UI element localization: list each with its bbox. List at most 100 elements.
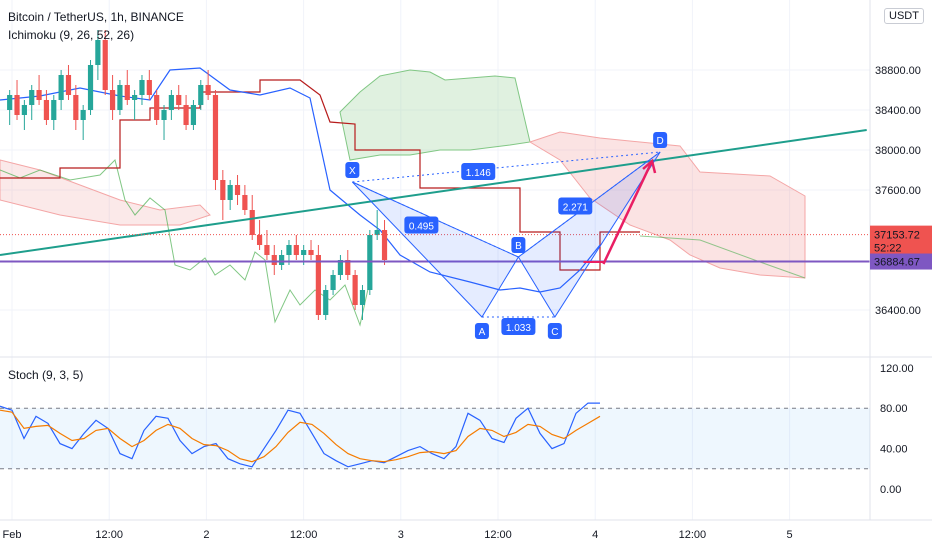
candle-body [249,210,255,235]
pattern-point-label: B [515,241,522,252]
chikou-span [0,159,371,327]
pattern-ratio-badge [501,318,536,335]
candle-body [279,255,285,265]
candle-body [7,95,13,110]
candle-body [227,185,233,200]
candle-body [36,90,42,100]
candle-body [132,95,138,100]
candle-body [176,95,182,105]
pattern-point-badge [474,323,489,339]
candle-body [205,85,211,95]
candle-body [14,95,20,115]
level-price-text: 36884.67 [874,257,920,269]
price-tick-label: 38400.00 [875,105,921,117]
price-tick-label: 38800.00 [875,65,921,77]
pattern-ratio-label: 1.033 [506,323,531,334]
time-tick-label: 4 [592,529,598,541]
candle-body [65,75,72,95]
pattern-ratio-label: 0.495 [409,222,434,233]
pattern-point-label: A [479,327,486,338]
stoch-d-line [0,409,601,463]
price-axis[interactable]: 38800.00 38400.00 38000.00 37600.00 36400.00 [875,65,921,317]
projection-arrow-shaft [602,160,654,265]
pattern-point-badge [345,162,360,178]
candle-body [286,245,292,255]
candles-group [7,30,388,320]
drawings-group [0,129,870,263]
candle-body [43,100,50,120]
price-tick-label: 38000.00 [875,145,921,157]
price-tick-label: 36400.00 [875,305,921,317]
candle-body [73,95,79,120]
candle-body [242,195,248,210]
candle-body [139,80,145,95]
candle-body [345,260,351,275]
candle-body [80,110,86,120]
stoch-tick-label: 120.00 [880,363,914,375]
candle-body [220,180,226,200]
candle-body [374,230,380,235]
stoch-tick-label: 80.00 [880,403,908,415]
stoch-k-line [0,402,600,468]
grid-lines [0,0,870,520]
candle-body [198,85,204,105]
candle-body [293,245,299,255]
candle-body [352,275,358,305]
candle-body [315,255,321,315]
candle-body [234,185,241,195]
candle-body [87,65,94,110]
candle-body [330,275,336,290]
candle-body [264,245,270,255]
time-axis[interactable]: Feb 12:00 2 12:00 3 12:00 4 12:00 5 [3,529,793,541]
stoch-tick-label: 0.00 [880,484,901,496]
stoch-legend[interactable]: Stoch (9, 3, 5) [8,368,84,382]
kumo-cloud-red-left [0,159,211,226]
stoch-tick-label: 40.00 [880,444,908,456]
currency-button[interactable]: USDT [884,8,924,24]
time-tick-label: 5 [787,529,793,541]
pattern-ratio-label: 2.271 [563,203,588,214]
candle-body [146,80,152,95]
candle-body [301,250,307,255]
candle-body [308,250,314,255]
candle-body [168,95,174,110]
kumo-cloud-green [339,69,531,161]
candle-body [51,100,57,120]
time-tick-label: 12:00 [95,529,123,541]
stoch-axis[interactable]: 120.00 80.00 40.00 0.00 [880,363,914,496]
pattern-ratio-badge [558,197,593,215]
candle-body [337,260,344,275]
candle-body [102,40,108,90]
tenkan-line [0,67,601,293]
pattern-point-badge [653,132,668,148]
time-tick-label: 2 [203,529,209,541]
kijun-line [0,79,640,271]
time-tick-label: 12:00 [290,529,318,541]
candle-body [161,110,167,120]
candle-body [323,290,329,315]
chart-title: Bitcoin / TetherUS, 1h, BINANCE [8,10,184,24]
candle-body [256,235,263,245]
candle-body [359,290,366,305]
last-price-tag [870,225,932,256]
candle-body [124,85,130,100]
stoch-band-fill [0,408,870,469]
price-tick-label: 37600.00 [875,185,921,197]
ichimoku-legend[interactable]: Ichimoku (9, 26, 52, 26) [8,28,135,42]
pattern-point-label: X [349,166,356,177]
candle-body [154,95,160,120]
countdown-text: 52:22 [874,243,902,255]
last-price-text: 37153.72 [874,230,920,242]
pattern-ratio-badge [404,216,439,234]
pattern-point-badge [547,323,562,339]
candle-body [95,40,101,65]
candle-body [212,95,219,180]
candle-body [109,90,116,110]
candle-body [21,105,27,115]
pattern-ratio-label: 1.146 [466,168,491,179]
pattern-xab [351,181,520,318]
senkou-b-line [639,235,806,279]
level-price-tag [870,253,932,270]
